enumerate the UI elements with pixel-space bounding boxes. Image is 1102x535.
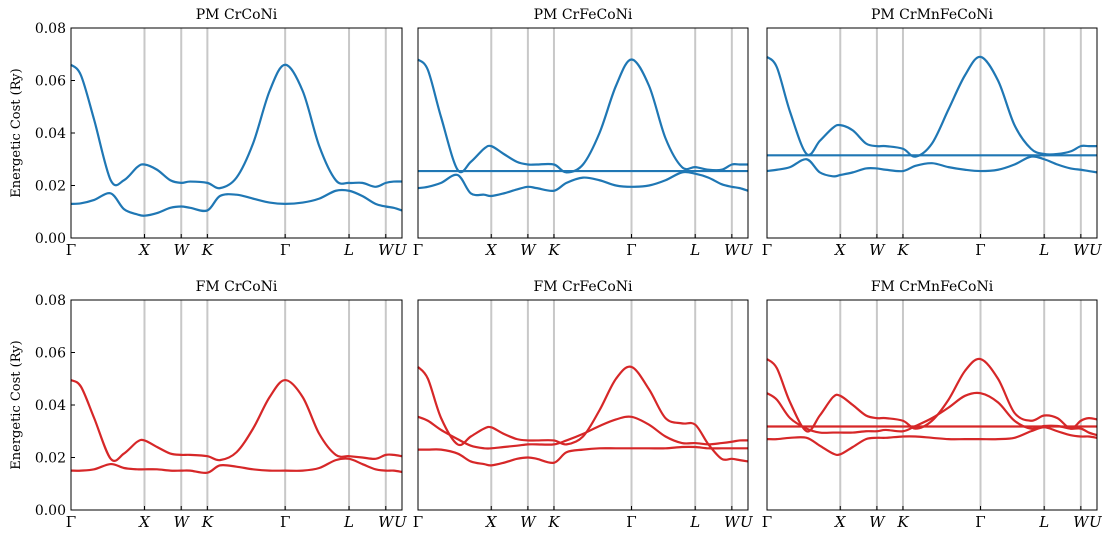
y-axis-label: Energetic Cost (Ry) — [9, 340, 24, 469]
kpoint-label: L — [689, 241, 700, 259]
band-line-0 — [70, 378, 403, 462]
kpoint-label: W — [1073, 513, 1090, 531]
band-line-0 — [417, 58, 748, 174]
y-axis-label: Energetic Cost (Ry) — [9, 68, 24, 197]
panel-title: PM CrCoNi — [196, 7, 278, 23]
kpoint-label: Γ — [66, 241, 76, 259]
kpoint-label: W — [378, 241, 395, 259]
band-line-1 — [417, 415, 749, 450]
kpoint-label: U — [740, 513, 754, 531]
kpoint-label: U — [394, 513, 408, 531]
kpoint-label: U — [740, 241, 754, 259]
band-line-2 — [418, 445, 748, 467]
kpoint-label: W — [174, 241, 191, 259]
kpoint-label: W — [378, 513, 395, 531]
panel-title: PM CrMnFeCoNi — [871, 7, 994, 23]
band-line-2 — [766, 426, 1098, 457]
kpoint-label: K — [547, 241, 560, 259]
band-line-1 — [70, 457, 403, 474]
band-line-1 — [766, 155, 1098, 178]
kpoint-label: X — [138, 513, 151, 531]
kpoint-label: L — [343, 513, 354, 531]
kpoint-label: Γ — [762, 241, 772, 259]
kpoint-label: X — [834, 241, 847, 259]
kpoint-label: W — [520, 241, 537, 259]
kpoint-label: Γ — [626, 241, 636, 259]
band-line-0 — [70, 63, 403, 190]
kpoint-label: W — [174, 513, 191, 531]
kpoint-label: L — [689, 513, 700, 531]
kpoint-label: K — [896, 241, 909, 259]
band-line-0 — [417, 365, 749, 463]
panel-title: FM CrCoNi — [196, 279, 278, 295]
panel-title: FM CrMnFeCoNi — [871, 279, 994, 295]
kpoint-label: W — [520, 513, 537, 531]
kpoint-label: L — [1038, 241, 1049, 259]
y-tick-label: 0.06 — [35, 74, 66, 90]
y-tick-label: 0.02 — [35, 451, 66, 467]
kpoint-label: W — [869, 241, 886, 259]
axes-frame — [70, 299, 403, 511]
kpoint-label: X — [834, 513, 847, 531]
kpoint-label: K — [201, 241, 214, 259]
kpoint-label: L — [1038, 513, 1049, 531]
kpoint-label: W — [724, 513, 741, 531]
kpoint-label: U — [394, 241, 408, 259]
y-tick-label: 0.06 — [35, 346, 66, 362]
kpoint-label: Γ — [975, 241, 985, 259]
band-line-0 — [766, 55, 1097, 158]
kpoint-label: X — [485, 513, 498, 531]
band-line-1 — [70, 188, 403, 217]
kpoint-label: K — [201, 513, 214, 531]
kpoint-label: Γ — [413, 513, 423, 531]
kpoint-label: X — [485, 241, 498, 259]
kpoint-label: U — [1089, 241, 1102, 259]
axes-frame — [766, 27, 1098, 239]
kpoint-label: Γ — [975, 513, 985, 531]
axes-frame — [766, 299, 1098, 511]
kpoint-label: Γ — [280, 241, 290, 259]
band-line-1 — [417, 170, 749, 198]
kpoint-label: L — [343, 241, 354, 259]
y-tick-label: 0.08 — [35, 21, 66, 37]
axes-frame — [417, 299, 749, 511]
kpoint-label: W — [1073, 241, 1090, 259]
panel-title: FM CrFeCoNi — [533, 279, 633, 295]
kpoint-label: Γ — [413, 241, 423, 259]
kpoint-label: K — [547, 513, 560, 531]
kpoint-label: W — [869, 513, 886, 531]
panel-title: PM CrFeCoNi — [534, 7, 633, 23]
kpoint-label: W — [724, 241, 741, 259]
axes-frame — [417, 27, 749, 239]
kpoint-label: U — [1089, 513, 1102, 531]
y-tick-label: 0.04 — [35, 398, 66, 414]
band-line-0 — [766, 357, 1098, 433]
y-tick-label: 0.00 — [35, 231, 66, 247]
y-tick-label: 0.04 — [35, 126, 66, 142]
y-tick-label: 0.08 — [35, 293, 66, 309]
kpoint-label: X — [138, 241, 151, 259]
kpoint-label: Γ — [280, 513, 290, 531]
y-tick-label: 0.00 — [35, 503, 66, 519]
kpoint-label: K — [896, 513, 909, 531]
kpoint-label: Γ — [66, 513, 76, 531]
kpoint-label: Γ — [762, 513, 772, 531]
y-tick-label: 0.02 — [35, 179, 66, 195]
kpoint-label: Γ — [626, 513, 636, 531]
